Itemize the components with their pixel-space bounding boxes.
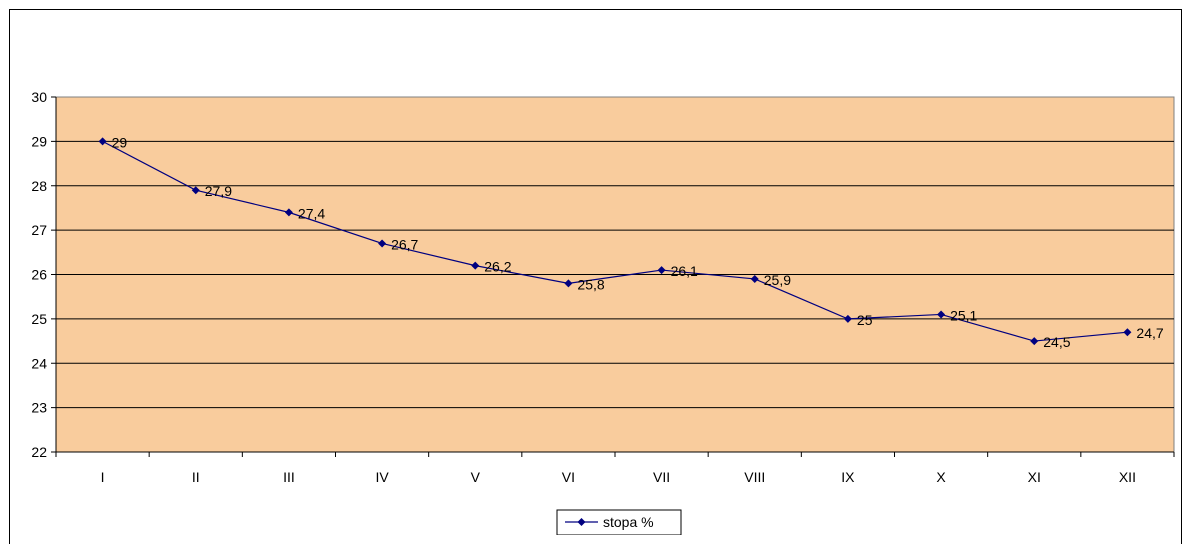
- y-tick-label: 28: [31, 178, 47, 194]
- data-label: 26,7: [391, 236, 418, 252]
- x-tick-label: XII: [1119, 469, 1136, 485]
- data-label: 24,5: [1043, 334, 1070, 350]
- x-tick-label: III: [283, 469, 295, 485]
- y-tick-label: 27: [31, 222, 47, 238]
- data-point: [750, 274, 759, 283]
- data-point: [378, 239, 387, 248]
- x-axis: I II III IV V VI VII VIII IX X XI XII: [55, 451, 1175, 485]
- x-tick-label: IX: [841, 469, 855, 485]
- data-label: 25,9: [764, 272, 791, 288]
- data-label: 26,2: [484, 259, 511, 275]
- y-tick-label: 30: [31, 89, 47, 105]
- data-point: [1123, 328, 1132, 337]
- data-label: 26,1: [671, 263, 698, 279]
- data-point: [98, 137, 107, 146]
- data-label: 25,1: [950, 307, 977, 323]
- x-tick-label: VI: [562, 469, 575, 485]
- series-line: [102, 140, 1128, 342]
- x-tick-label: II: [192, 469, 200, 485]
- data-point: [1030, 337, 1039, 346]
- legend-label: stopa %: [603, 514, 654, 530]
- legend-marker: [577, 518, 586, 526]
- x-tick-label: I: [101, 469, 105, 485]
- y-tick-label: 24: [31, 355, 47, 371]
- x-tick-label: VII: [653, 469, 670, 485]
- x-tick-label: IV: [375, 469, 389, 485]
- series-group: 29 27,9 27,4 26,7 26,2 25,8 26,1 25,9 25 25,1 24,5…: [98, 134, 1164, 350]
- x-tick-label: X: [936, 469, 946, 485]
- data-point: [471, 261, 480, 270]
- x-tick-label: VIII: [744, 469, 765, 485]
- y-tick-label: 29: [31, 133, 47, 149]
- data-label: 29: [112, 134, 128, 150]
- data-point: [191, 186, 200, 195]
- data-point: [843, 314, 852, 323]
- gridlines: [56, 140, 1174, 409]
- data-point: [937, 310, 946, 319]
- y-tick-label: 22: [31, 444, 47, 460]
- y-axis: 22 23 24 25 26 27 28 29 30: [31, 89, 57, 460]
- x-tick-label: XI: [1028, 469, 1041, 485]
- data-label: 27,4: [298, 205, 325, 221]
- data-point: [284, 208, 293, 217]
- x-tick-label: V: [471, 469, 481, 485]
- data-label: 24,7: [1136, 325, 1163, 341]
- data-label: 27,9: [205, 183, 232, 199]
- data-label: 25: [857, 312, 873, 328]
- data-label: 25,8: [577, 276, 604, 292]
- y-tick-label: 23: [31, 400, 47, 416]
- y-tick-label: 26: [31, 267, 47, 283]
- legend: stopa %: [556, 509, 682, 535]
- data-point: [564, 279, 573, 288]
- y-tick-label: 25: [31, 311, 47, 327]
- data-point: [657, 266, 666, 275]
